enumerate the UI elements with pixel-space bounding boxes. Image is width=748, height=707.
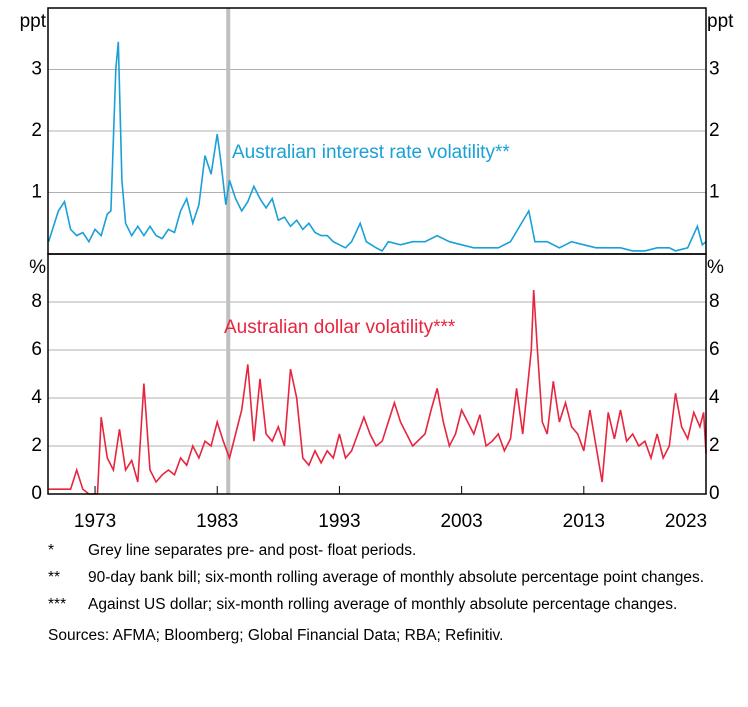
y-tick-label-right: 2	[709, 435, 720, 456]
x-tick-label: 1983	[196, 511, 238, 530]
annotation: Australian dollar volatility***	[224, 317, 456, 338]
y-tick-label-right: 1	[709, 182, 720, 203]
unit-label-right: ppt	[707, 11, 734, 32]
y-tick-label: 6	[31, 339, 42, 360]
x-tick-label: 1973	[74, 511, 116, 530]
annotation: Australian interest rate volatility**	[232, 142, 510, 163]
y-tick-label: 3	[31, 59, 42, 80]
note-marker: **	[48, 569, 61, 586]
note-text: Grey line separates pre- and post- float…	[88, 542, 417, 559]
chart: 1 1 2 2 3 3 ppt ppt Australian interest rate vol…	[20, 7, 734, 530]
y-tick-label-right: 0	[709, 483, 720, 504]
x-tick-label: 2023	[665, 511, 707, 530]
note: * Grey line separates pre- and post- floa…	[48, 540, 708, 561]
note-marker: ***	[48, 596, 67, 613]
x-tick-label: 2013	[563, 511, 605, 530]
note-text: Against US dollar; six-month rolling ave…	[88, 596, 678, 613]
x-tick-label: 1993	[318, 511, 360, 530]
note-text: 90-day bank bill; six-month rolling aver…	[88, 569, 705, 586]
series-line	[48, 289, 707, 495]
y-tick-label: 8	[31, 291, 42, 312]
note: ** 90-day bank bill; six-month rolling av…	[48, 567, 708, 588]
series-line	[47, 41, 707, 252]
y-tick-label: 0	[31, 483, 42, 504]
y-tick-label-right: 8	[709, 291, 720, 312]
note: *** Against US dollar; six-month rolling …	[48, 594, 708, 615]
sources: Sources: AFMA; Bloomberg; Global Financi…	[48, 627, 504, 644]
panel-frame	[47, 253, 707, 495]
footnotes: * Grey line separates pre- and post- floa…	[48, 540, 708, 646]
x-tick-label: 2003	[440, 511, 482, 530]
y-tick-label: 4	[31, 387, 42, 408]
y-tick-label: 1	[31, 182, 42, 203]
y-tick-label-right: 6	[709, 339, 720, 360]
y-tick-label-right: 4	[709, 387, 720, 408]
y-tick-label: 2	[31, 120, 42, 141]
y-tick-label-right: 2	[709, 120, 720, 141]
unit-label-right: %	[707, 257, 724, 278]
note-marker: *	[48, 542, 55, 559]
y-tick-label-right: 3	[709, 59, 720, 80]
y-tick-label: 2	[31, 435, 42, 456]
unit-label: %	[29, 257, 46, 278]
unit-label: ppt	[20, 11, 47, 32]
